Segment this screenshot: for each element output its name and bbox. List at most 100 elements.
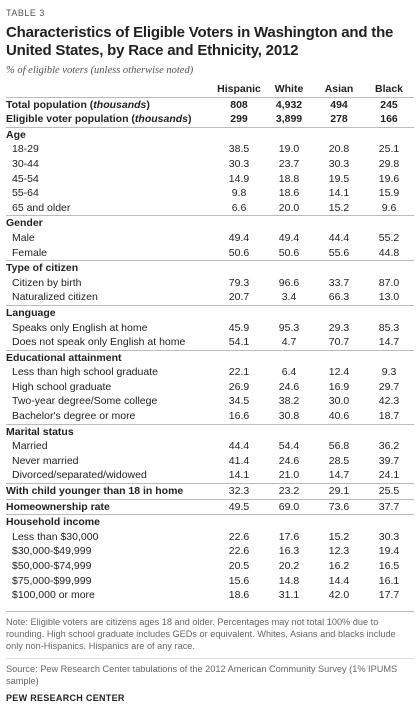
- row-label-text: Total population (: [6, 98, 94, 111]
- table-cell: 38.2: [278, 395, 300, 408]
- table-row: Naturalized citizen 20.7 3.4 66.3 13.0: [6, 290, 414, 305]
- table-cell: 166: [380, 113, 398, 126]
- section-title: Educational attainment: [6, 349, 414, 366]
- row-label: $50,000-$74,999: [12, 560, 92, 572]
- table-cell: 278: [330, 113, 348, 126]
- table-cell: 19.5: [328, 172, 350, 185]
- table-cell: 33.7: [328, 276, 350, 289]
- table-cell: 3,899: [275, 113, 303, 126]
- table-cell: 14.8: [278, 574, 300, 587]
- table-cell: 17.7: [378, 589, 400, 602]
- section-title: Marital status: [6, 423, 414, 440]
- section-header-row: Language: [6, 304, 414, 321]
- table-cell: 56.8: [328, 440, 350, 453]
- row-label: Citizen by birth: [12, 276, 82, 289]
- table-cell: 16.1: [378, 574, 400, 587]
- table-row: Never married 41.4 24.6 28.5 39.7: [6, 454, 414, 469]
- table-row: Citizen by birth 79.3 96.6 33.7 87.0: [6, 276, 414, 291]
- row-label: 65 and older: [12, 201, 71, 214]
- row-label: 55-64: [12, 187, 39, 200]
- table-cell: 20.7: [228, 291, 250, 304]
- table-cell: 19.4: [378, 545, 400, 558]
- table-row: Married 44.4 54.4 56.8 36.2: [6, 439, 414, 454]
- table-cell: 17.6: [278, 530, 300, 543]
- row-label: Less than $30,000: [12, 530, 99, 543]
- table-cell: 16.5: [378, 560, 400, 572]
- table-cell: 50.6: [228, 246, 250, 259]
- column-header: Hispanic: [217, 83, 261, 95]
- row-label: Male: [12, 231, 35, 244]
- table-cell: 21.0: [278, 469, 300, 482]
- table-row: $75,000-$99,999 15.6 14.8 14.4 16.1: [6, 574, 414, 589]
- row-label: Total population (thousands): [6, 96, 214, 113]
- section-title: Type of citizen: [6, 260, 414, 276]
- table-cell: 12.3: [328, 545, 350, 558]
- row-label: 45-54: [12, 172, 39, 185]
- table-cell: 4.7: [281, 336, 297, 349]
- table-cell: 19.0: [278, 143, 300, 156]
- table-cell: 25.1: [378, 143, 400, 156]
- table-cell: 6.4: [281, 366, 297, 379]
- table-cell: 49.5: [214, 498, 264, 515]
- table-cell: 20.8: [328, 143, 350, 156]
- table-cell: 14.1: [228, 469, 250, 482]
- table-cell: 20.5: [228, 560, 250, 572]
- row-label: $75,000-$99,999: [12, 574, 92, 587]
- row-label: 30-44: [12, 157, 39, 170]
- column-header-row: Hispanic White Asian Black: [6, 82, 414, 97]
- row-label: 18-29: [12, 143, 39, 156]
- row-label: High school graduate: [12, 380, 112, 393]
- characteristics-table: Hispanic White Asian Black Total population …: [6, 82, 414, 603]
- table-cell: 16.3: [278, 545, 300, 558]
- table-row: With child younger than 18 in home 32.3 23…: [6, 483, 414, 500]
- table-row: $50,000-$74,999 20.5 20.2 16.2 16.5: [6, 559, 414, 574]
- table-cell: 54.4: [278, 440, 300, 453]
- row-label: Eligible voter population (thousands): [6, 112, 214, 127]
- table-subtitle: % of eligible voters (unless otherwise n…: [6, 65, 194, 76]
- table-cell: 32.3: [214, 483, 264, 500]
- table-cell: 299: [230, 113, 248, 126]
- table-title: Characteristics of Eligible Voters in Wa…: [6, 24, 394, 59]
- table-cell: 15.2: [328, 201, 350, 214]
- table-row: Does not speak only English at home 54.1 4…: [6, 335, 414, 350]
- table-cell: 44.4: [228, 440, 250, 453]
- table-cell: 24.6: [278, 380, 300, 393]
- table-row: Bachelor's degree or more 16.6 30.8 40.6 18.…: [6, 409, 414, 424]
- table-cell: 42.0: [328, 589, 350, 602]
- table-cell: 6.6: [231, 201, 247, 214]
- row-label: Married: [12, 440, 48, 453]
- row-label-unit: thousands: [134, 113, 189, 126]
- table-cell: 29.1: [314, 483, 364, 500]
- row-label: Divorced/separated/widowed: [12, 469, 147, 482]
- row-label: Never married: [12, 454, 79, 467]
- table-cell: 4,932: [264, 96, 314, 113]
- table-row: High school graduate 26.9 24.6 16.9 29.7: [6, 380, 414, 395]
- table-number: TABLE 3: [6, 8, 45, 18]
- table-cell: 30.3: [228, 157, 250, 170]
- table-cell: 13.0: [378, 291, 400, 304]
- table-cell: 22.6: [228, 530, 250, 543]
- section-header-row: Marital status: [6, 423, 414, 440]
- section-title: Age: [6, 126, 414, 143]
- table-row: Homeownership rate 49.5 69.0 73.6 37.7: [6, 498, 414, 515]
- table-row: 30-44 30.3 23.7 30.3 29.8: [6, 157, 414, 172]
- table-cell: 22.1: [228, 366, 250, 379]
- table-cell: 18.7: [378, 410, 400, 423]
- row-label: Does not speak only English at home: [12, 336, 186, 349]
- table-cell: 16.9: [328, 380, 350, 393]
- table-row: $30,000-$49,999 22.6 16.3 12.3 19.4: [6, 544, 414, 559]
- table-cell: 49.4: [278, 231, 300, 244]
- table-cell: 18.6: [278, 187, 300, 200]
- table-row: Speaks only English at home 45.9 95.3 29.3 8…: [6, 321, 414, 336]
- table-cell: 12.4: [328, 366, 350, 379]
- table-cell: 23.7: [278, 157, 300, 170]
- table-row: Less than high school graduate 22.1 6.4 12.…: [6, 365, 414, 380]
- header-spacer: [6, 82, 214, 97]
- row-label: With child younger than 18 in home: [6, 483, 214, 500]
- table-row: 45-54 14.9 18.8 19.5 19.6: [6, 172, 414, 187]
- table-cell: 245: [364, 96, 414, 113]
- table-cell: 19.6: [378, 172, 400, 185]
- table-cell: 808: [214, 96, 264, 113]
- table-cell: 87.0: [378, 276, 400, 289]
